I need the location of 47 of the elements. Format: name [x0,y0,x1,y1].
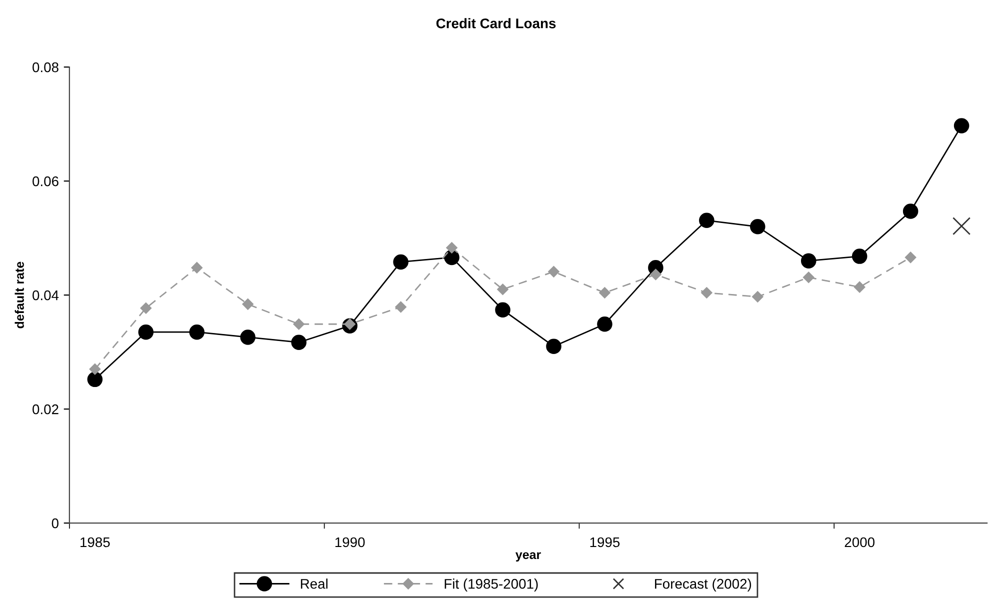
x-tick-label: 2000 [844,537,875,548]
point [904,252,916,264]
point [954,118,970,134]
point [902,204,918,219]
point [599,287,610,298]
y-tick-label: 0.02 [32,404,58,414]
point [191,262,202,274]
point [89,364,101,375]
point [393,254,408,270]
point [650,268,662,280]
point [495,302,510,318]
legend-label: Forecast (2002) [655,578,752,592]
point [952,217,971,236]
point [852,248,868,264]
y-axis-title: default rate [14,262,24,328]
point [750,219,766,234]
x-tick-label: 1985 [80,537,110,548]
point [189,324,205,340]
point [240,330,256,345]
point [293,318,304,330]
x-axis-title: year [515,552,541,562]
point [699,212,714,228]
point [803,272,814,283]
point [548,266,560,278]
point [854,281,866,293]
point [597,316,612,332]
y-tick-label: 0.06 [32,176,58,186]
point [497,284,508,295]
point [395,301,406,313]
point [546,338,562,354]
point [242,298,254,310]
point [446,242,458,254]
point [752,291,764,302]
point [140,302,152,314]
x-tick-label: 1990 [335,537,365,548]
y-tick-label: 0.04 [32,290,59,300]
point [87,372,103,388]
y-tick-label: 0 [52,518,58,528]
point [138,324,154,340]
y-tick-label: 0.08 [32,62,58,72]
chart-title: Credit Card Loans [436,18,556,28]
legend-label: Real [300,578,328,589]
point [701,287,712,298]
point [291,334,306,350]
x-tick-label: 1995 [590,537,620,548]
legend-label: Fit (1985-2001) [444,578,538,592]
point [800,253,816,268]
